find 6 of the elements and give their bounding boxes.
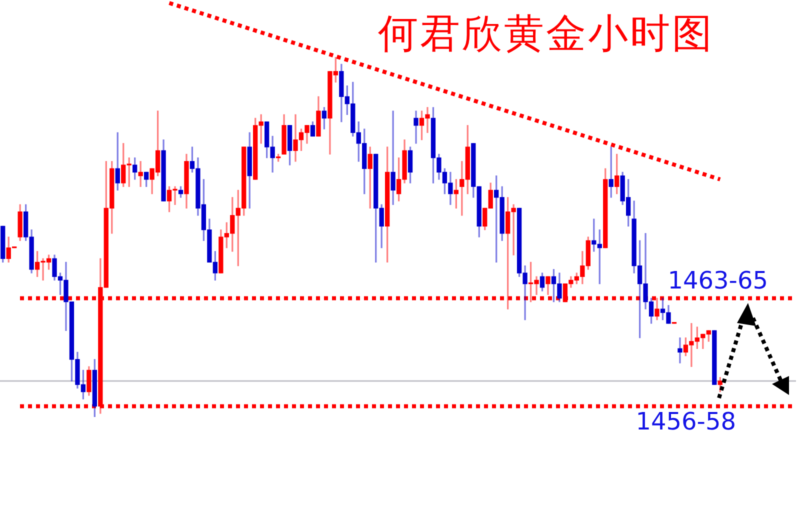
- chart-title: 何君欣黄金小时图: [378, 10, 714, 58]
- annotation: 1463-65: [668, 266, 768, 294]
- candlestick: [390, 110, 396, 205]
- annotation: 1456-58: [636, 407, 736, 436]
- candlestick: [678, 337, 682, 364]
- candlestick: [414, 110, 418, 144]
